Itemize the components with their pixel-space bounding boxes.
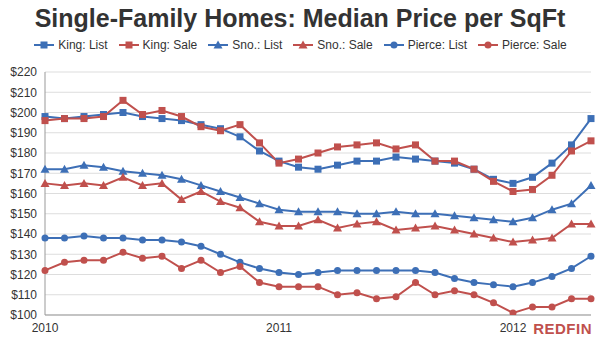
html-text:King: Sale: King: Sale (142, 38, 198, 52)
svg-text:$220: $220 (10, 65, 37, 79)
svg-text:$170: $170 (10, 167, 37, 181)
svg-text:$130: $130 (10, 248, 37, 262)
svg-text:2011: 2011 (266, 321, 292, 335)
html-text:Pierce: Sale: Pierce: Sale (502, 38, 567, 52)
html-text:Pierce: List: Pierce: List (407, 38, 468, 52)
svg-text:$180: $180 (10, 146, 37, 160)
svg-text:$120: $120 (10, 268, 37, 282)
svg-text:$100: $100 (10, 308, 37, 322)
html-text:Sno.: Sale: Sno.: Sale (317, 38, 373, 52)
html-text:Single-Family Homes: Median Pr: Single-Family Homes: Median Price per Sq… (34, 4, 566, 32)
svg-text:2010: 2010 (32, 321, 59, 335)
svg-text:$110: $110 (11, 288, 37, 302)
svg-text:$140: $140 (10, 227, 37, 241)
svg-text:$200: $200 (10, 106, 37, 120)
svg-text:2012: 2012 (500, 321, 527, 335)
svg-text:$150: $150 (10, 207, 37, 221)
svg-text:$160: $160 (10, 187, 37, 201)
html-text:REDFIN: REDFIN (533, 320, 592, 337)
html-text:King: List: King: List (58, 38, 108, 52)
svg-text:$210: $210 (10, 86, 37, 100)
html-text:Sno.: List: Sno.: List (232, 38, 283, 52)
svg-text:$190: $190 (10, 126, 37, 140)
